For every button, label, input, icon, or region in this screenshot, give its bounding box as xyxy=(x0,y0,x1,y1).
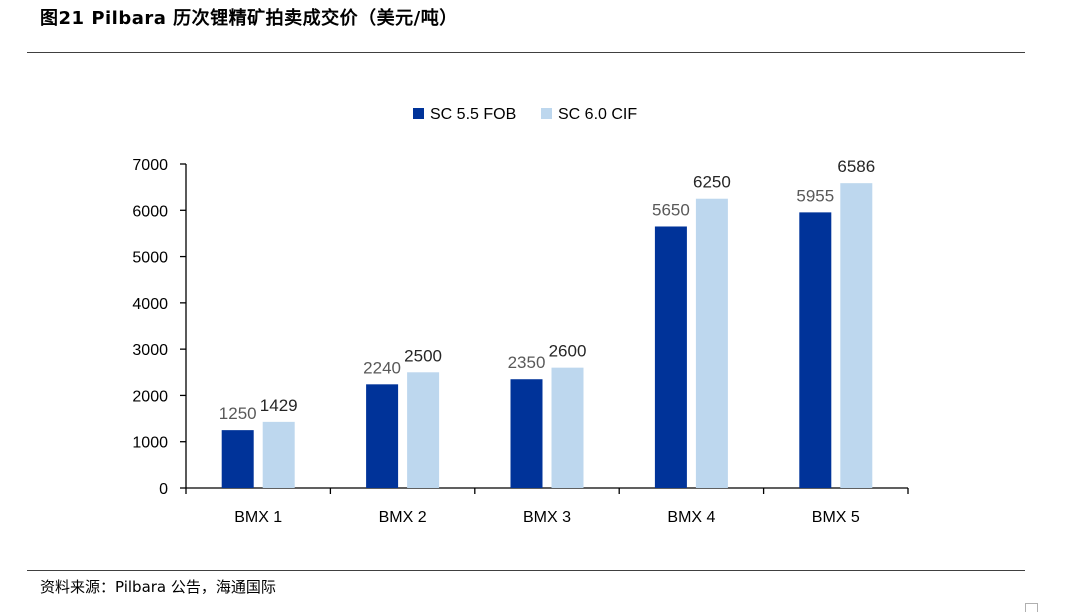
legend-swatch-1 xyxy=(413,108,424,119)
figure-source: 资料来源：Pilbara 公告，海通国际 xyxy=(40,578,276,596)
corner-marker xyxy=(1025,603,1038,612)
figure-title: 图21 Pilbara 历次锂精矿拍卖成交价（美元/吨） xyxy=(40,8,458,29)
x-tick-label: BMX 1 xyxy=(234,509,282,526)
data-label-series-1: 2350 xyxy=(508,353,546,372)
y-tick-label: 3000 xyxy=(132,342,168,359)
data-label-series-1: 5955 xyxy=(796,186,834,205)
bar-series-1 xyxy=(654,226,687,488)
bar-series-1 xyxy=(799,212,832,488)
x-tick-label: BMX 3 xyxy=(523,509,571,526)
bar-series-1 xyxy=(366,384,399,488)
data-label-series-2: 2500 xyxy=(404,346,442,365)
bar-series-2 xyxy=(262,421,295,488)
data-label-series-2: 6586 xyxy=(837,157,875,176)
data-label-series-1: 1250 xyxy=(219,404,257,423)
data-label-series-1: 2240 xyxy=(363,358,401,377)
y-tick-label: 6000 xyxy=(132,203,168,220)
bar-series-2 xyxy=(407,372,440,488)
y-tick-label: 4000 xyxy=(132,296,168,313)
bar-series-1 xyxy=(221,430,254,488)
legend-label-2: SC 6.0 CIF xyxy=(558,106,637,123)
data-label-series-2: 1429 xyxy=(260,396,298,415)
bar-series-1 xyxy=(510,379,543,488)
y-tick-label: 2000 xyxy=(132,388,168,405)
bar-series-2 xyxy=(551,367,584,488)
y-tick-label: 0 xyxy=(159,481,168,498)
data-label-series-1: 5650 xyxy=(652,200,690,219)
x-tick-label: BMX 4 xyxy=(667,509,715,526)
y-tick-label: 1000 xyxy=(132,435,168,452)
y-tick-label: 7000 xyxy=(132,157,168,174)
bar-series-2 xyxy=(840,183,873,488)
legend-swatch-2 xyxy=(541,108,552,119)
data-label-series-2: 6250 xyxy=(693,173,731,192)
source-divider xyxy=(27,570,1025,571)
bar-series-2 xyxy=(695,198,728,488)
data-label-series-2: 2600 xyxy=(549,342,587,361)
x-tick-label: BMX 2 xyxy=(379,509,427,526)
y-tick-label: 5000 xyxy=(132,250,168,267)
title-divider xyxy=(27,52,1025,53)
legend-label-1: SC 5.5 FOB xyxy=(430,106,516,123)
x-tick-label: BMX 5 xyxy=(812,509,860,526)
